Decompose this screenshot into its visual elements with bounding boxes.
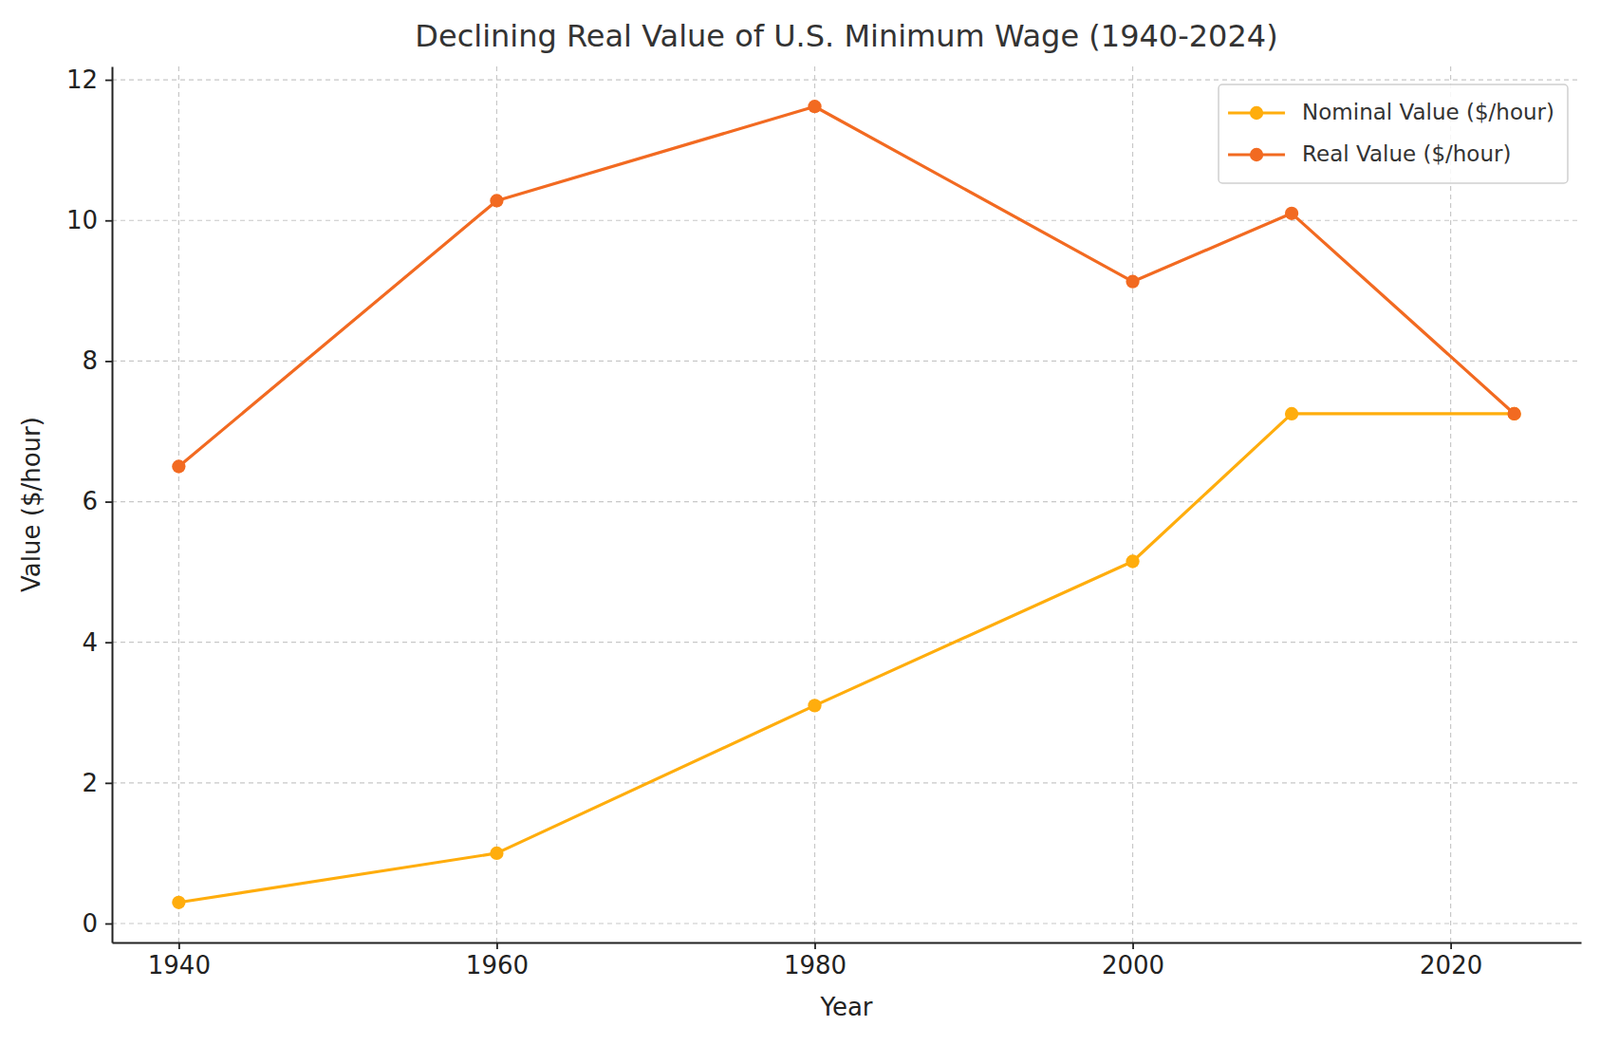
tick-mark xyxy=(496,942,499,949)
tick-label: 2020 xyxy=(1419,950,1483,980)
marker xyxy=(489,193,503,207)
grid-line xyxy=(111,360,1582,362)
grid-line xyxy=(1450,66,1452,943)
tick: 10 xyxy=(66,205,112,235)
grid xyxy=(111,66,1582,943)
marker xyxy=(807,698,821,712)
tick: 1960 xyxy=(465,942,529,980)
marker xyxy=(171,895,186,910)
x-axis: 1940 1960 1980 2000 2020 xyxy=(112,942,1582,980)
grid-line xyxy=(111,78,1582,80)
tick: 2000 xyxy=(1101,942,1165,980)
grid-line xyxy=(178,66,180,943)
tick: 12 xyxy=(66,65,112,94)
tick-mark xyxy=(105,360,112,363)
title: Declining Real Value of U.S. Minimum Wag… xyxy=(414,18,1278,55)
tick: 1980 xyxy=(783,942,847,980)
tick-mark xyxy=(814,942,817,949)
grid-line xyxy=(111,220,1582,222)
marker xyxy=(1125,275,1139,289)
tick-mark xyxy=(105,923,112,926)
tick: 1940 xyxy=(148,942,211,980)
tick-mark xyxy=(178,942,181,949)
axis-line xyxy=(112,942,1582,945)
tick-mark xyxy=(1450,942,1452,949)
marker xyxy=(171,459,186,473)
tick: 2 xyxy=(81,768,112,798)
tick-label: 1940 xyxy=(148,950,211,980)
axis-line xyxy=(111,67,114,944)
marker xyxy=(1284,206,1299,221)
marker xyxy=(807,99,821,113)
grid-line xyxy=(814,66,816,943)
chart: 1940 1960 1980 2000 2020 0 2 4 6 8 10 12 Declining R… xyxy=(0,0,1600,1045)
tick-mark xyxy=(105,79,112,82)
legend-label: Nominal Value ($/hour) xyxy=(1302,99,1555,125)
tick-label: 0 xyxy=(81,909,98,938)
legend-marker xyxy=(1249,148,1264,162)
tick: 2020 xyxy=(1419,942,1483,980)
tick-label: 8 xyxy=(81,346,98,375)
tick-label: 2000 xyxy=(1101,950,1165,980)
grid-line xyxy=(111,641,1582,643)
marker xyxy=(1284,407,1299,421)
tick-label: 6 xyxy=(81,486,98,516)
grid-line xyxy=(111,922,1582,924)
marker xyxy=(1125,554,1139,568)
tick-label: 1980 xyxy=(783,950,847,980)
grid-line xyxy=(1132,66,1134,943)
tick: 8 xyxy=(81,346,112,375)
legend-label: Real Value ($/hour) xyxy=(1302,141,1511,167)
grid-line xyxy=(111,501,1582,503)
legend-marker xyxy=(1249,106,1264,120)
tick: 4 xyxy=(81,628,112,657)
legend-box xyxy=(1218,84,1568,184)
x-axis-title: Year xyxy=(818,992,873,1022)
tick-mark xyxy=(105,220,112,223)
legend: Nominal Value ($/hour) Real Value ($/hour… xyxy=(1218,84,1568,184)
marker xyxy=(489,846,503,860)
marker xyxy=(1507,407,1522,421)
tick-label: 2 xyxy=(81,768,98,798)
tick: 6 xyxy=(81,486,112,516)
series-line xyxy=(178,413,1514,903)
tick-mark xyxy=(105,781,112,784)
tick-mark xyxy=(105,501,112,503)
tick-mark xyxy=(1132,942,1135,949)
tick-label: 10 xyxy=(66,205,98,235)
tick-label: 1960 xyxy=(465,950,529,980)
tick-label: 4 xyxy=(81,628,98,657)
plot-area xyxy=(171,99,1522,910)
tick-label: 12 xyxy=(66,65,98,94)
y-axis-title: Value ($/hour) xyxy=(17,416,46,593)
marker xyxy=(1507,407,1522,421)
series-line xyxy=(178,106,1514,466)
tick-mark xyxy=(105,641,112,644)
y-axis: 0 2 4 6 8 10 12 xyxy=(66,65,113,944)
tick: 0 xyxy=(81,909,112,938)
grid-line xyxy=(111,781,1582,783)
